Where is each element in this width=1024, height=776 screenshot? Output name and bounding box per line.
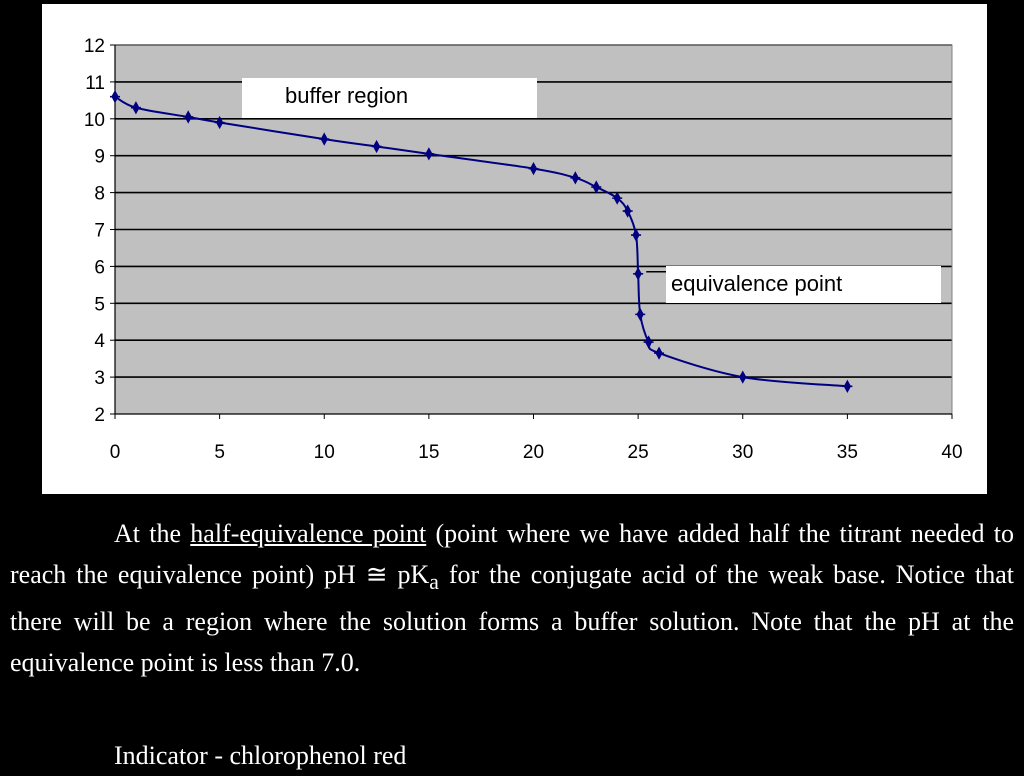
body-paragraph: At the half-equivalence point (point whe…: [10, 514, 1014, 683]
y-tick-label: 10: [84, 110, 105, 131]
x-tick-label: 0: [110, 442, 121, 463]
data-point: [631, 228, 642, 242]
annotations: buffer region equivalence point: [242, 78, 941, 303]
y-tick-label: 11: [85, 73, 105, 94]
para-intro: At the: [114, 519, 191, 548]
y-tick-label: 7: [94, 221, 105, 242]
para-end: for the conjugate acid of the weak base.…: [10, 559, 1014, 677]
x-tick-label: 25: [628, 442, 649, 463]
x-tick-label: 35: [837, 442, 858, 463]
data-point: [130, 101, 141, 115]
data-point: [183, 110, 194, 124]
chart-panel: 2 3 4 5 6 7 8 9 10 11 12 0 5 10 15 20 25 30 35 40 buffer re…: [42, 4, 987, 494]
data-point: [371, 139, 382, 154]
titration-chart: 2 3 4 5 6 7 8 9 10 11 12 0 5 10 15 20 25 30 35 40 buffer re…: [84, 36, 963, 463]
y-tick-label: 12: [84, 36, 105, 57]
data-point: [654, 346, 665, 360]
data-point: [633, 267, 644, 281]
x-tick-label: 40: [941, 442, 962, 463]
data-point: [570, 171, 581, 185]
y-tick-label: 5: [94, 294, 105, 315]
buffer-region-label-box: [242, 78, 537, 118]
y-tick-label: 6: [94, 257, 105, 278]
x-tick-label: 20: [523, 442, 544, 463]
series-layer: [110, 89, 853, 393]
data-point: [643, 335, 654, 349]
y-tick-label: 4: [94, 331, 105, 352]
x-tick-label: 10: [314, 442, 335, 463]
equivalence-point-label-box: [666, 266, 941, 303]
x-tick-label: 30: [732, 442, 753, 463]
data-point: [635, 307, 646, 322]
data-point: [528, 161, 539, 176]
y-tick-label: 3: [94, 368, 105, 389]
data-point: [842, 379, 853, 393]
data-point: [622, 204, 633, 218]
axes: 2 3 4 5 6 7 8 9 10 11 12 0 5 10 15 20 25 30 35 40: [84, 36, 963, 463]
equivalence-point-label: equivalence point: [671, 271, 842, 296]
data-point: [737, 370, 748, 384]
y-tick-label: 9: [94, 147, 105, 168]
data-point: [319, 132, 330, 146]
y-tick-label: 2: [94, 405, 105, 426]
data-point: [612, 191, 623, 205]
y-tick-label: 8: [94, 184, 105, 205]
buffer-region-label: buffer region: [285, 83, 408, 108]
data-point: [110, 89, 120, 104]
data-point: [214, 115, 225, 130]
data-point: [591, 180, 602, 194]
para-middle: (point where we have added half the titr…: [10, 519, 1014, 589]
half-equivalence-point-term: half-equivalence point: [190, 519, 427, 548]
data-point: [423, 147, 434, 161]
indicator-note: Indicator - chlorophenol red: [114, 741, 407, 770]
x-tick-label: 5: [214, 442, 225, 463]
ka-subscript: a: [429, 569, 439, 594]
x-tick-label: 15: [418, 442, 439, 463]
